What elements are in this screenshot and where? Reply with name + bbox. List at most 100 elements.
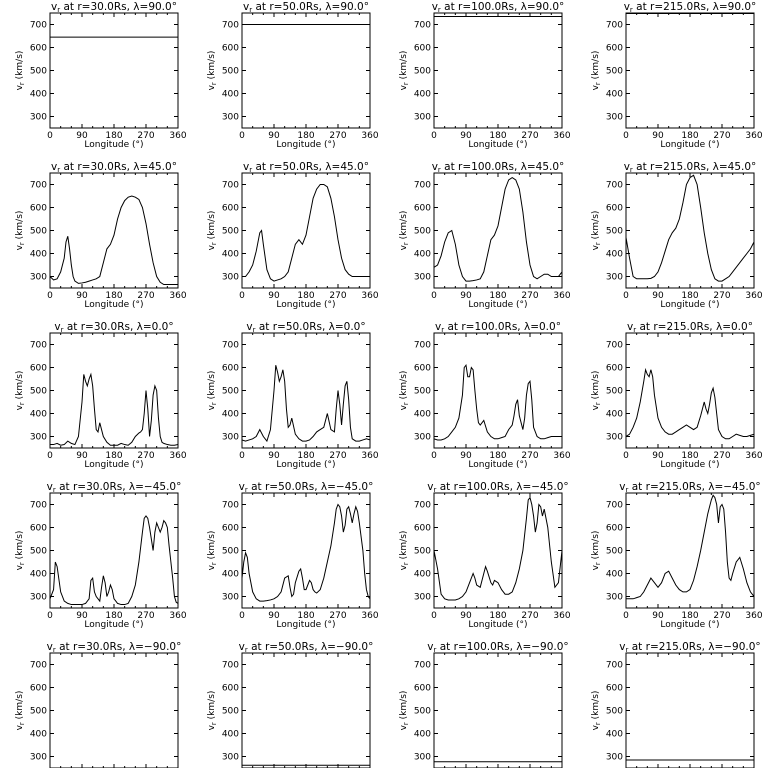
panel-title: vr at r=30.0Rs, λ=0.0° [54, 321, 173, 334]
plot-frame [625, 492, 755, 609]
x-tick-label: 0 [431, 131, 437, 141]
y-tick-label: 500 [606, 387, 623, 397]
panel-title-var: v [47, 641, 53, 653]
x-axis-label: Longitude (°) [276, 460, 335, 470]
panel-title: vr at r=215.0Rs, λ=−45.0° [619, 481, 760, 494]
panel-title-rest: at r=50.0Rs, λ=45.0° [252, 161, 369, 173]
panel-title-rest: at r=50.0Rs, λ=−45.0° [248, 481, 374, 493]
panel-title-var: v [619, 481, 625, 493]
y-axis-label-var: v [399, 724, 409, 730]
y-tick-label: 700 [414, 341, 431, 351]
panel-title-rest: at r=215.0Rs, λ=45.0° [633, 161, 756, 173]
x-tick-label: 90 [652, 131, 664, 141]
y-axis-label: vr (km/s) [399, 211, 410, 251]
panel-title-rest: at r=50.0Rs, λ=90.0° [252, 1, 369, 13]
x-tick-label: 360 [169, 291, 186, 301]
panel-title-rest: at r=215.0Rs, λ=90.0° [633, 1, 756, 13]
panel-title-sub: r [245, 486, 248, 494]
y-tick-label: 700 [606, 21, 623, 31]
panel-14: vr at r=100.0Rs, λ=−45.0°0 90 180 270 360300… [399, 481, 571, 630]
y-axis-label-var: v [15, 564, 25, 570]
y-tick-label: 500 [414, 387, 431, 397]
x-tick-label: 360 [361, 611, 378, 621]
y-axis-label-var: v [207, 724, 217, 730]
y-tick-label: 400 [414, 90, 431, 100]
series-line [242, 184, 370, 282]
x-axis-label: Longitude (°) [660, 140, 719, 150]
y-tick-label: 300 [606, 753, 623, 763]
y-axis-label-rest: (km/s) [399, 51, 409, 83]
panel-title-rest: at r=30.0Rs, λ=−90.0° [56, 641, 182, 653]
y-axis-label-rest: (km/s) [591, 211, 601, 243]
y-axis-label-var: v [207, 564, 217, 570]
y-axis-label-rest: (km/s) [399, 371, 409, 403]
y-tick-label: 600 [414, 44, 431, 54]
y-tick-label: 500 [606, 67, 623, 77]
y-axis-label-var: v [207, 84, 217, 90]
x-tick-label: 270 [713, 291, 730, 301]
panel-title-rest: at r=100.0Rs, λ=45.0° [441, 161, 564, 173]
y-axis-label-sub: r [18, 242, 26, 245]
panel-title-rest: at r=50.0Rs, λ=−90.0° [248, 641, 374, 653]
x-tick-label: 180 [681, 291, 698, 301]
x-tick-label: 270 [521, 131, 538, 141]
x-axis-label: Longitude (°) [660, 460, 719, 470]
y-axis-label-rest: (km/s) [15, 531, 25, 563]
y-axis-label-var: v [15, 404, 25, 410]
y-axis-label-sub: r [402, 242, 410, 245]
panel-13: vr at r=50.0Rs, λ=−45.0°0 90 180 270 3603004… [207, 481, 379, 630]
y-tick-label: 400 [30, 250, 47, 260]
plot-frame [241, 492, 371, 609]
x-tick-label: 360 [553, 451, 570, 461]
x-axis-label: Longitude (°) [84, 620, 143, 630]
y-tick-label: 500 [414, 67, 431, 77]
panel-title-sub: r [438, 6, 441, 14]
x-tick-label: 180 [681, 611, 698, 621]
x-axis-label: Longitude (°) [84, 300, 143, 310]
plot-frame [241, 652, 371, 768]
y-tick-label: 600 [30, 364, 47, 374]
panel-title: vr at r=50.0Rs, λ=45.0° [243, 161, 369, 174]
panel-title: vr at r=50.0Rs, λ=0.0° [246, 321, 365, 334]
y-axis-label-sub: r [210, 82, 218, 85]
x-tick-label: 0 [239, 131, 245, 141]
x-tick-label: 270 [713, 451, 730, 461]
x-tick-label: 90 [652, 611, 664, 621]
y-tick-label: 300 [606, 593, 623, 603]
y-axis-label: vr (km/s) [15, 531, 26, 571]
y-tick-label: 400 [30, 410, 47, 420]
y-tick-label: 700 [414, 181, 431, 191]
y-axis-label-rest: (km/s) [207, 531, 217, 563]
panel-title: vr at r=100.0Rs, λ=−45.0° [427, 481, 568, 494]
x-tick-label: 360 [745, 291, 762, 301]
panel-title-rest: at r=30.0Rs, λ=0.0° [63, 321, 173, 333]
x-tick-label: 270 [713, 611, 730, 621]
panel-title-var: v [435, 321, 441, 333]
y-tick-label: 500 [30, 387, 47, 397]
panel-title-var: v [432, 1, 438, 13]
x-tick-label: 0 [239, 451, 245, 461]
y-axis-label-var: v [399, 404, 409, 410]
y-axis-label-var: v [591, 404, 601, 410]
y-axis-label-rest: (km/s) [591, 51, 601, 83]
panel-title-var: v [427, 481, 433, 493]
y-axis-label: vr (km/s) [15, 371, 26, 411]
y-tick-label: 400 [414, 570, 431, 580]
y-tick-label: 500 [222, 67, 239, 77]
y-axis-label-rest: (km/s) [591, 691, 601, 723]
panel-title-var: v [51, 1, 57, 13]
x-tick-label: 180 [297, 611, 314, 621]
x-tick-label: 270 [521, 611, 538, 621]
y-axis-label-var: v [591, 564, 601, 570]
panel-2: vr at r=100.0Rs, λ=90.0°0 90 180 270 3603004… [399, 1, 571, 150]
panel-title-sub: r [626, 486, 629, 494]
y-axis-label-var: v [399, 84, 409, 90]
y-tick-label: 500 [222, 707, 239, 717]
y-tick-label: 700 [414, 501, 431, 511]
y-axis-label-sub: r [594, 242, 602, 245]
y-axis-label: vr (km/s) [207, 691, 218, 731]
panel-title-var: v [246, 321, 252, 333]
y-axis-label-sub: r [402, 402, 410, 405]
x-tick-label: 360 [169, 611, 186, 621]
x-tick-label: 360 [361, 291, 378, 301]
